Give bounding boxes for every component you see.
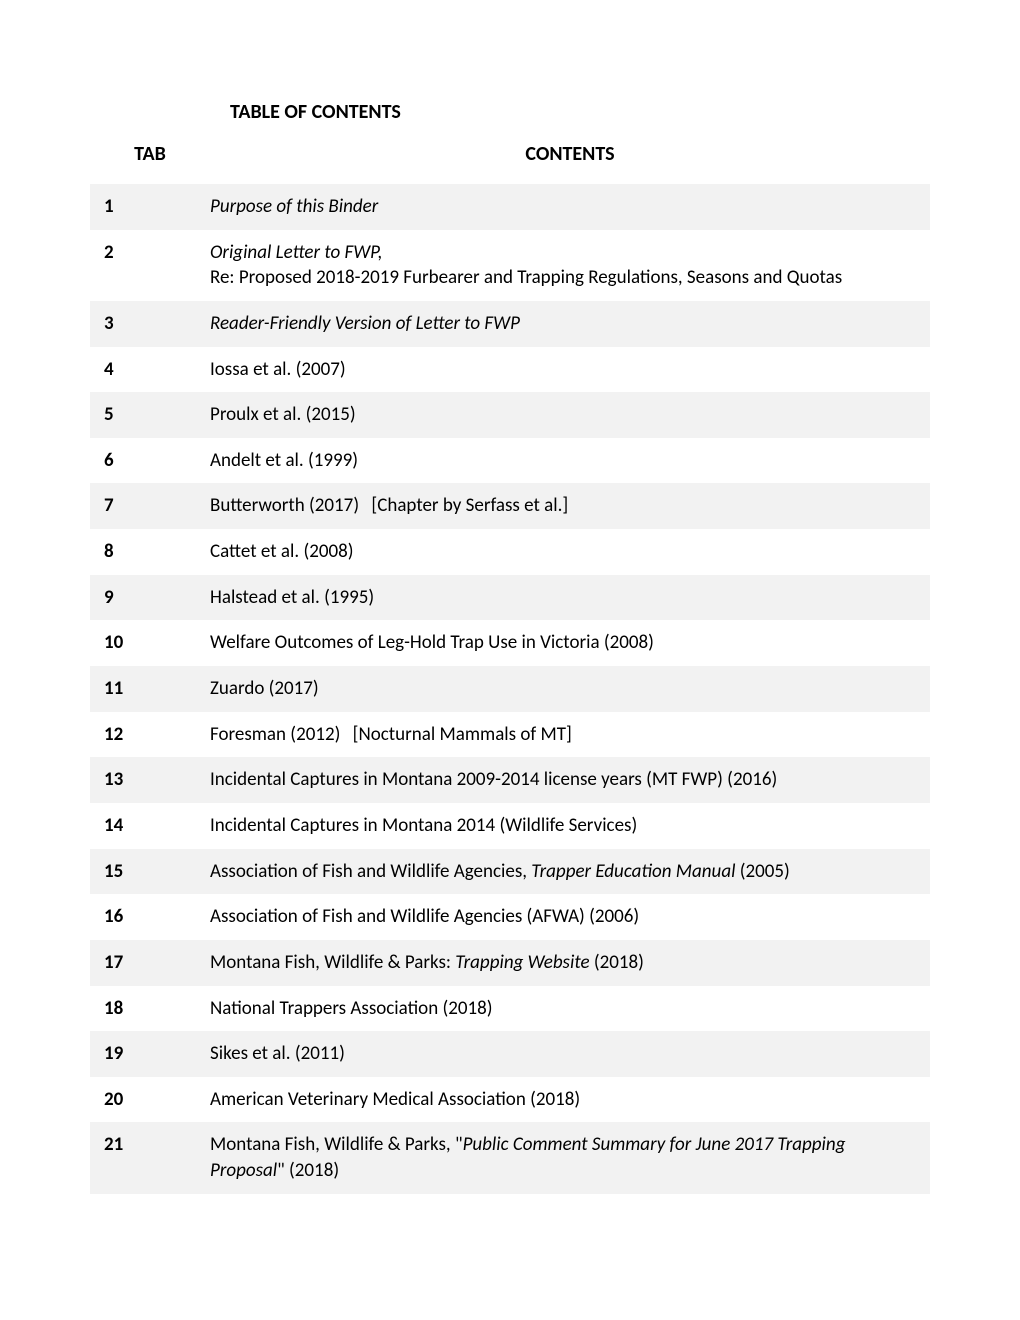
tab-number: 12 [104,722,210,748]
toc-row: 15Association of Fish and Wildlife Agenc… [90,849,930,895]
toc-row: 17Montana Fish, Wildlife & Parks: Trappi… [90,940,930,986]
tab-number: 9 [104,585,210,611]
toc-row: 14Incidental Captures in Montana 2014 (W… [90,803,930,849]
tab-number: 18 [104,996,210,1022]
content-segment: Incidental Captures in Montana 2009-2014… [210,768,777,791]
toc-row: 20American Veterinary Medical Associatio… [90,1077,930,1123]
content-segment: " (2018) [277,1159,339,1182]
tab-number: 1 [104,194,210,220]
content-cell: Association of Fish and Wildlife Agencie… [210,859,916,885]
content-cell: Montana Fish, Wildlife & Parks: Trapping… [210,950,916,976]
toc-row: 7Butterworth (2017) [Chapter by Serfass … [90,483,930,529]
tab-number: 15 [104,859,210,885]
toc-row: 13Incidental Captures in Montana 2009-20… [90,757,930,803]
tab-number: 8 [104,539,210,565]
content-cell: National Trappers Association (2018) [210,996,916,1022]
content-segment: Iossa et al. (2007) [210,358,346,381]
content-cell: American Veterinary Medical Association … [210,1087,916,1113]
content-cell: Andelt et al. (1999) [210,448,916,474]
content-cell: Butterworth (2017) [Chapter by Serfass e… [210,493,916,519]
tab-number: 6 [104,448,210,474]
toc-title: TABLE OF CONTENTS [230,100,930,124]
content-segment: [Nocturnal Mammals of MT] [348,723,571,746]
toc-row: 1Purpose of this Binder [90,184,930,230]
content-cell: Zuardo (2017) [210,676,916,702]
content-cell: Proulx et al. (2015) [210,402,916,428]
toc-row: 6Andelt et al. (1999) [90,438,930,484]
content-cell: Original Letter to FWP,Re: Proposed 2018… [210,240,916,291]
toc-row: 12Foresman (2012) [Nocturnal Mammals of … [90,712,930,758]
content-segment: Halstead et al. (1995) [210,586,374,609]
content-segment: Cattet et al. (2008) [210,540,354,563]
content-segment: Purpose of this Binder [210,195,378,218]
content-segment: Andelt et al. (1999) [210,449,358,472]
content-segment: Montana Fish, Wildlife & Parks, " [210,1133,463,1156]
header-tab: TAB [90,142,210,166]
content-cell: Association of Fish and Wildlife Agencie… [210,904,916,930]
toc-row: 4Iossa et al. (2007) [90,347,930,393]
content-segment: Trapping Website [455,951,589,974]
content-cell: Purpose of this Binder [210,194,916,220]
content-segment: Association of Fish and Wildlife Agencie… [210,905,639,928]
content-segment: National Trappers Association (2018) [210,997,493,1020]
tab-number: 4 [104,357,210,383]
tab-number: 2 [104,240,210,266]
toc-row: 5Proulx et al. (2015) [90,392,930,438]
content-segment: Welfare Outcomes of Leg-Hold Trap Use in… [210,631,654,654]
tab-number: 14 [104,813,210,839]
tab-number: 16 [104,904,210,930]
content-segment: Trapper Education Manual [531,860,735,883]
header-contents: CONTENTS [210,142,930,166]
content-cell: Incidental Captures in Montana 2009-2014… [210,767,916,793]
content-cell: Iossa et al. (2007) [210,357,916,383]
content-segment: Association of Fish and Wildlife Agencie… [210,860,531,883]
content-cell: Halstead et al. (1995) [210,585,916,611]
toc-body: 1Purpose of this Binder2Original Letter … [90,184,930,1194]
content-segment: Foresman (2012) [210,723,340,746]
content-cell: Montana Fish, Wildlife & Parks, "Public … [210,1132,916,1183]
tab-number: 13 [104,767,210,793]
tab-number: 7 [104,493,210,519]
content-segment: (2005) [735,860,789,883]
toc-row: 8Cattet et al. (2008) [90,529,930,575]
tab-number: 11 [104,676,210,702]
tab-number: 3 [104,311,210,337]
tab-number: 5 [104,402,210,428]
toc-header-row: TAB CONTENTS [90,142,930,166]
tab-number: 19 [104,1041,210,1067]
content-segment: Re: Proposed 2018-2019 Furbearer and Tra… [210,266,842,289]
content-cell: Reader-Friendly Version of Letter to FWP [210,311,916,337]
toc-row: 2Original Letter to FWP,Re: Proposed 201… [90,230,930,301]
content-segment: Proulx et al. (2015) [210,403,356,426]
content-segment: American Veterinary Medical Association … [210,1088,580,1111]
content-segment: Original Letter to FWP, [210,241,383,264]
content-segment: Reader-Friendly Version of Letter to FWP [210,312,520,335]
toc-row: 19Sikes et al. (2011) [90,1031,930,1077]
content-cell: Welfare Outcomes of Leg-Hold Trap Use in… [210,630,916,656]
tab-number: 10 [104,630,210,656]
tab-number: 20 [104,1087,210,1113]
toc-row: 10Welfare Outcomes of Leg-Hold Trap Use … [90,620,930,666]
content-cell: Cattet et al. (2008) [210,539,916,565]
content-cell: Incidental Captures in Montana 2014 (Wil… [210,813,916,839]
content-segment: Zuardo (2017) [210,677,319,700]
toc-row: 16Association of Fish and Wildlife Agenc… [90,894,930,940]
toc-row: 11Zuardo (2017) [90,666,930,712]
content-segment: Incidental Captures in Montana 2014 (Wil… [210,814,637,837]
toc-row: 18National Trappers Association (2018) [90,986,930,1032]
content-cell: Foresman (2012) [Nocturnal Mammals of MT… [210,722,916,748]
content-segment: Sikes et al. (2011) [210,1042,345,1065]
tab-number: 21 [104,1132,210,1158]
toc-row: 3Reader-Friendly Version of Letter to FW… [90,301,930,347]
content-segment: [Chapter by Serfass et al.] [367,494,568,517]
tab-number: 17 [104,950,210,976]
toc-row: 21Montana Fish, Wildlife & Parks, "Publi… [90,1122,930,1193]
toc-row: 9Halstead et al. (1995) [90,575,930,621]
content-segment: Butterworth (2017) [210,494,359,517]
content-segment: Montana Fish, Wildlife & Parks: [210,951,455,974]
content-cell: Sikes et al. (2011) [210,1041,916,1067]
content-segment: (2018) [590,951,644,974]
